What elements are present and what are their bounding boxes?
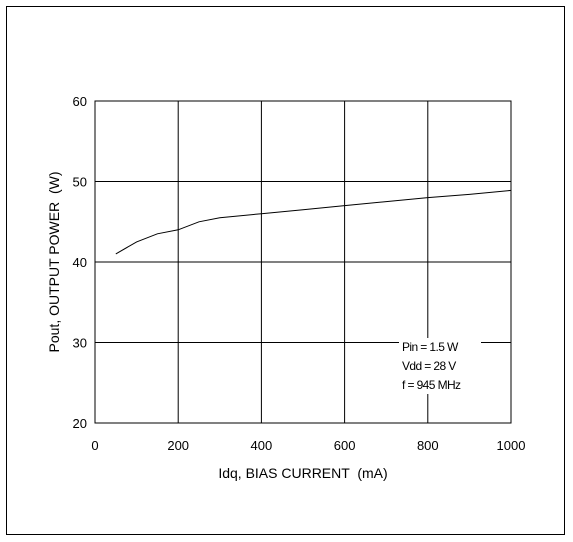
annotation-background <box>399 338 481 394</box>
x-tick-label: 600 <box>334 438 356 453</box>
annotation-freq: f = 945 MHz <box>402 378 461 392</box>
y-tick-labels: 20 30 40 50 60 <box>73 94 87 431</box>
series-line <box>115 189 512 255</box>
x-axis-label: Idq, BIAS CURRENT (mA) <box>218 465 387 481</box>
y-tick-label: 50 <box>73 175 87 190</box>
y-axis-label: Pout, OUTPUT POWER (W) <box>46 172 62 353</box>
x-tick-label: 0 <box>91 438 98 453</box>
x-tick-label: 200 <box>167 438 189 453</box>
figure-frame <box>6 6 565 535</box>
x-tick-labels: 0 200 400 600 800 1000 <box>91 438 525 453</box>
y-tick-label: 20 <box>73 416 87 431</box>
y-tick-label: 60 <box>73 94 87 109</box>
annotation-box: Pin = 1.5 W Vdd = 28 V f = 945 MHz <box>399 338 481 394</box>
y-tick-label: 30 <box>73 336 87 351</box>
x-tick-label: 1000 <box>497 438 526 453</box>
x-tick-label: 400 <box>251 438 273 453</box>
annotation-pin: Pin = 1.5 W <box>402 340 459 354</box>
y-tick-label: 40 <box>73 255 87 270</box>
annotation-vdd: Vdd = 28 V <box>402 359 456 373</box>
x-tick-label: 800 <box>417 438 439 453</box>
plot-area-border <box>94 100 512 424</box>
